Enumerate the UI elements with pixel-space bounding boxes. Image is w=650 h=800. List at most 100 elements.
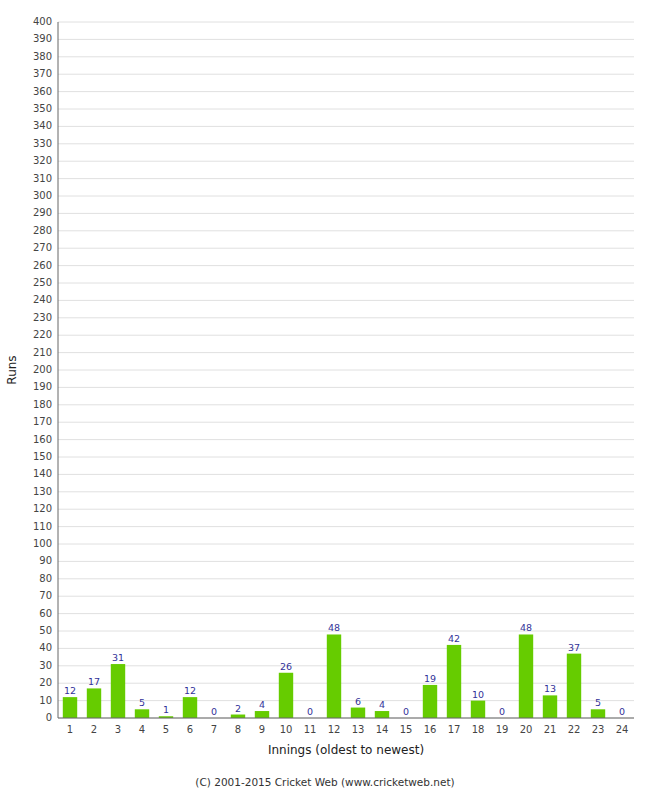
- grid-line: [58, 439, 634, 440]
- grid-line: [58, 526, 634, 527]
- x-tick-label: 16: [424, 724, 437, 735]
- x-tick-label: 14: [376, 724, 389, 735]
- grid-line: [58, 596, 634, 597]
- x-axis-line: [58, 718, 634, 719]
- bar: [135, 709, 149, 718]
- grid-line: [58, 509, 634, 510]
- data-label: 6: [355, 696, 361, 707]
- y-tick-label: 50: [39, 625, 52, 636]
- x-tick-label: 15: [400, 724, 413, 735]
- bar: [423, 685, 437, 718]
- data-label: 4: [379, 699, 385, 710]
- grid-line: [58, 422, 634, 423]
- footer: (C) 2001-2015 Cricket Web (www.cricketwe…: [195, 776, 454, 788]
- grid-line: [58, 335, 634, 336]
- y-tick-label: 160: [33, 434, 52, 445]
- bars: [63, 634, 605, 718]
- y-tick-label: 80: [39, 573, 52, 584]
- grid-line: [58, 196, 634, 197]
- y-tick-label: 210: [33, 347, 52, 358]
- grid-line: [58, 370, 634, 371]
- grid-line: [58, 474, 634, 475]
- grid-line: [58, 387, 634, 388]
- y-tick-label: 110: [33, 521, 52, 532]
- bar: [231, 715, 245, 718]
- bar: [183, 697, 197, 718]
- x-tick-label: 17: [448, 724, 461, 735]
- data-label: 19: [424, 673, 436, 684]
- bar: [351, 708, 365, 718]
- bar: [63, 697, 77, 718]
- y-tick-label: 140: [33, 468, 52, 479]
- y-tick-label: 390: [33, 33, 52, 44]
- bar: [111, 664, 125, 718]
- y-tick-label: 250: [33, 277, 52, 288]
- data-label: 48: [520, 622, 532, 633]
- x-tick-label: 10: [280, 724, 293, 735]
- y-tick-label: 310: [33, 173, 52, 184]
- y-axis-line: [58, 22, 59, 718]
- x-tick-label: 22: [568, 724, 581, 735]
- y-tick-label: 20: [39, 677, 52, 688]
- y-tick-label: 100: [33, 538, 52, 549]
- y-tick-label: 200: [33, 364, 52, 375]
- x-tick-label: 7: [211, 724, 217, 735]
- grid-line: [58, 718, 634, 719]
- data-label: 0: [499, 706, 505, 717]
- y-tick-label: 10: [39, 695, 52, 706]
- data-label: 2: [235, 703, 241, 714]
- data-label: 31: [112, 652, 124, 663]
- bar: [567, 654, 581, 718]
- y-tick-label: 0: [46, 712, 52, 723]
- x-tick-label: 13: [352, 724, 365, 735]
- data-label: 5: [595, 697, 601, 708]
- y-tick-label: 60: [39, 608, 52, 619]
- x-tick-label: 6: [187, 724, 193, 735]
- data-label: 0: [619, 706, 625, 717]
- x-tick-label: 9: [259, 724, 265, 735]
- x-tick-label: 11: [304, 724, 317, 735]
- x-tick-label: 5: [163, 724, 169, 735]
- y-tick-label: 380: [33, 51, 52, 62]
- data-label: 26: [280, 661, 292, 672]
- axes: [58, 22, 634, 718]
- data-label: 5: [139, 697, 145, 708]
- grid-line: [58, 578, 634, 579]
- grid-line: [58, 665, 634, 666]
- data-label: 1: [163, 704, 169, 715]
- bar: [327, 634, 341, 718]
- grid-line: [58, 161, 634, 162]
- y-tick-label: 350: [33, 103, 52, 114]
- grid-line: [58, 283, 634, 284]
- y-tick-label: 150: [33, 451, 52, 462]
- data-labels: 121731511202426048640194210048133750: [64, 622, 625, 717]
- y-tick-label: 70: [39, 590, 52, 601]
- grid-line: [58, 491, 634, 492]
- x-tick-label: 4: [139, 724, 145, 735]
- y-tick-label: 400: [33, 16, 52, 27]
- y-tick-label: 130: [33, 486, 52, 497]
- bar: [87, 688, 101, 718]
- data-label: 48: [328, 622, 340, 633]
- y-tick-label: 260: [33, 260, 52, 271]
- data-label: 4: [259, 699, 265, 710]
- chart-container: 0102030405060708090100110120130140150160…: [0, 0, 650, 800]
- data-label: 12: [184, 685, 196, 696]
- grid-line: [58, 265, 634, 266]
- bar: [279, 673, 293, 718]
- y-tick-label: 30: [39, 660, 52, 671]
- data-label: 12: [64, 685, 76, 696]
- grid-line: [58, 126, 634, 127]
- bar: [375, 711, 389, 718]
- x-tick-label: 19: [496, 724, 509, 735]
- data-label: 0: [403, 706, 409, 717]
- y-tick-label: 180: [33, 399, 52, 410]
- grid-line: [58, 404, 634, 405]
- y-tick-label: 280: [33, 225, 52, 236]
- grid-line: [58, 352, 634, 353]
- x-tick-label: 12: [328, 724, 341, 735]
- grid-line: [58, 91, 634, 92]
- y-tick-label: 270: [33, 242, 52, 253]
- x-tick-label: 23: [592, 724, 605, 735]
- grid-line: [58, 613, 634, 614]
